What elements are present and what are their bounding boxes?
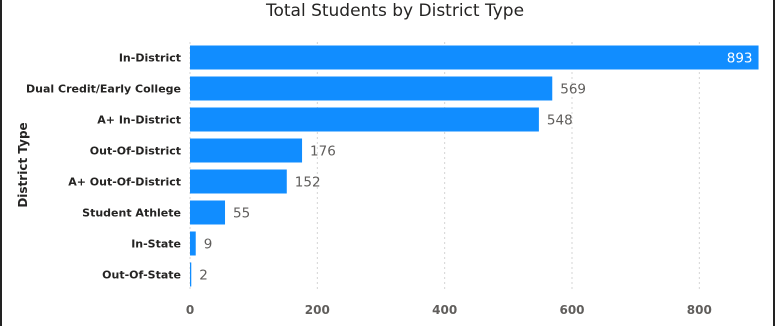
data-label: 152 — [295, 175, 321, 191]
category-label: A+ Out-Of-District — [68, 176, 181, 189]
chart-title: Total Students by District Type — [265, 1, 524, 21]
category-label: A+ In-District — [97, 114, 181, 127]
category-label: Out-Of-State — [102, 269, 181, 282]
bar — [190, 200, 226, 225]
category-label: In-District — [119, 52, 181, 65]
data-label: 548 — [547, 113, 573, 129]
bar — [190, 169, 287, 194]
category-label: Student Athlete — [82, 207, 181, 220]
category-label: Out-Of-District — [90, 145, 181, 158]
bars — [190, 45, 759, 287]
data-label: 2 — [199, 268, 208, 284]
bar — [190, 262, 192, 287]
category-label: Dual Credit/Early College — [26, 83, 181, 96]
data-label: 176 — [310, 144, 336, 160]
bar — [190, 76, 553, 101]
x-tick-label: 0 — [186, 303, 194, 317]
y-axis-title: District Type — [16, 122, 30, 207]
category-label: In-State — [131, 238, 181, 251]
x-tick-label: 600 — [559, 303, 584, 317]
x-tick-label: 800 — [687, 303, 712, 317]
bar — [190, 231, 196, 256]
x-tick-label: 200 — [305, 303, 330, 317]
labels: 0 200 400 600 800 In-District 893 Dual Credit/E… — [26, 51, 753, 318]
bar — [190, 45, 759, 70]
data-label: 9 — [204, 237, 213, 253]
x-tick-label: 400 — [432, 303, 457, 317]
bar — [190, 107, 539, 132]
data-label: 569 — [560, 82, 586, 98]
data-label: 55 — [233, 206, 250, 222]
data-label: 893 — [727, 51, 753, 67]
bar — [190, 138, 303, 163]
